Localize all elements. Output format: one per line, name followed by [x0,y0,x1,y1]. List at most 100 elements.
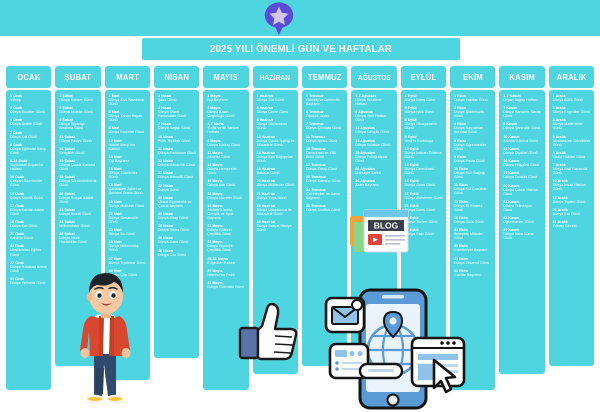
entry-name: Sarılma Günü [10,236,33,241]
entry-date: 1 Ekim [453,94,466,98]
month-header-temmuz[interactable]: TEMMUZ [301,66,348,88]
entry-date: 5 Ekim [453,138,466,143]
entry-name: Dünya Kalp Günü [404,232,434,237]
calendar-entry: 12 Mart İstiklal Marşı'nın Kabulü [109,139,147,151]
month-column-kasim[interactable]: 1-7 Kasım Organ Bağışı Haftası 7 Kasım Düny… [499,90,545,374]
entry-date: 10 Eylül [404,146,419,151]
entry-name: Dünya Braille Günü [10,122,43,127]
entry-date: 26 Ağustos [355,167,376,172]
entry-date: 24 Temmuz [305,187,326,192]
entry-name: Dünya Kültürel Çeşitlilik Günü [207,228,232,237]
entry-date: 1 Mayıs [207,94,221,98]
month-header-ocak[interactable]: OCAK [6,66,52,88]
calendar-entry: 14 Haziran Dünya Kan Bağışçıları Günü [257,151,295,163]
month-header-şubat[interactable]: ŞUBAT [55,66,101,88]
entry-name: Dünya Meteoroloji Günü [108,244,139,253]
calendar-entry: 29 Mayıs İstanbul'un Fethi [207,269,245,277]
entry-name: Dünya Hemşireler Günü [207,167,237,176]
month-header-label: TEMMUZ [307,72,342,82]
month-column-şubat[interactable]: 4 Şubat Dünya Kanser Günü 5 Şubat Dünya Nut… [55,90,101,366]
entry-name: Dünya Çöp Günü [108,272,138,277]
calendar-entry: 16 Ekim Dünya Gıda Günü [454,216,492,224]
smartphone-social-illustration [324,288,466,410]
calendar-entry: 5 Aralık Kadın Hakları Günü [553,151,591,159]
entry-date: 27 Mart [108,256,122,261]
entry-date: 16 Kasım [503,159,520,164]
entry-name: Dünya Hayvanları Koruma Günü [453,126,484,135]
entry-name: Dünya Anadil Günü [59,211,92,216]
entry-name: Dünya Basın Özgürlüğü Günü [207,110,235,119]
entry-date: 18 Şubat [59,175,75,180]
month-column-ni̇san[interactable]: 1 Nisan Şaka Günü 2 Nisan Dünya Otizm Farkı… [153,90,200,358]
calendar-entry: 25 Nisan Dünya Sıtma Günü [158,224,196,232]
calendar-entry: 21 Haziran Dünya Yoga Günü [257,192,295,200]
entry-date: 18 Mayıs [207,191,223,196]
calendar-entry: 1-7 Kasım Organ Bağışı Haftası [503,94,541,102]
calendar-entry: 14 Ocak Dünya Mantık Günü [10,192,48,200]
month-header-ağustos[interactable]: AĞUSTOS [351,66,397,88]
entry-name: Dünya Sigarayı Bırakma Günü [59,122,85,131]
month-header-kasim[interactable]: KASIM [499,66,545,88]
entry-name: Toplumsal Duyarlılık Haftası [10,163,44,172]
month-header-hazi̇ran[interactable]: HAZİRAN [252,66,298,88]
month-header-mayis[interactable]: MAYIS [203,66,249,88]
entry-date: 4 Aralık [552,118,566,123]
entry-name: Dünya Gıda Günü [453,219,484,224]
calendar-entry: 31 Ekim Dünya Tasarruf Günü [454,257,492,265]
entry-name: Dünya Yaban Hayatı Günü [108,114,143,123]
month-header-ni̇san[interactable]: NİSAN [153,66,200,88]
entry-name: Dünya Madenciler Günü [552,122,583,131]
calendar-entry: 11 Nisan Dünya Parkinson Günü [158,147,196,155]
calendar-entry: 18 Şubat Dünya Sürdürülebilirlik Günü [59,175,97,187]
entry-name: Dünya Satranç Günü [305,179,341,184]
entry-date: 18 Ocak [10,220,25,225]
entry-name: Dünya Şiddetsizlik Günü [453,110,485,119]
calendar-entry: 3 Ocak Dünya Mucitler Günü [10,106,48,114]
entry-date: 21 Ocak [10,232,25,237]
calendar-entry: 23 Nisan Dünya Kitap Günü [158,212,196,220]
entry-date: 20 Mart [108,199,122,204]
entry-date: 1 Temmuz [305,94,324,98]
calendar-entry: 29 Kasım Dünya Kara Cuma Günü [503,228,541,240]
entry-name: Dünya Yalnızlık Günü [10,280,46,285]
entry-date: 7 Ocak [10,130,23,135]
calendar-entry: 24 Ekim Birleşmiş Milletler Günü [454,228,492,240]
calendar-entry: 15 Haziran Babalar Günü [257,167,295,175]
calendar-entry: 20 Haziran Dünya Mülteciler Günü [257,179,295,187]
entry-date: 13 Ağustos [355,138,376,143]
entry-name: Dünya Tasarruf Günü [453,260,489,265]
entry-name: Mühendisler Günü [59,224,90,229]
entry-date: 3 Mart [108,110,120,115]
entry-name: Dünya Sıtma Günü [157,228,190,233]
entry-date: 13 Şubat [59,134,75,139]
entry-date: 1 Nisan [157,94,172,98]
entry-date: 28 Şubat [59,232,75,237]
calendar-entry: 28 Şubat Dünya Nadir Hastalıklar Günü [59,232,97,244]
calendar-entry: 4 Şubat Dünya Kanser Günü [59,94,97,102]
entry-date: 29 Nisan [157,236,174,241]
calendar-entry: 5 Haziran Dünya Çevre Günü [257,106,295,114]
calendar-entry: 1 Haziran Dünya Süt Günü [257,94,295,102]
month-column-aralik[interactable]: 1 Aralık Dünya AIDS Günü 3 Aralık Dünya Eng… [548,90,594,366]
month-header-aralik[interactable]: ARALIK [548,66,594,88]
entry-name: Dünya Fotoğrafçılık Günü [355,154,388,163]
month-header-mart[interactable]: MART [104,66,150,88]
entry-date: 9 Ekim [453,154,466,159]
calendar-entry: 9 Ağustos Dünya Yerli Halklar Günü [355,110,393,122]
entry-name: Cadılar Bayramı [453,272,481,277]
entry-name: Öğretmenler Günü [503,220,534,225]
entry-name: Dünya Mülteciler Günü [256,183,295,188]
month-column-ocak[interactable]: 1 Ocak Yılbaşı 3 Ocak Dünya Mucitler Günü 4 … [6,90,52,390]
entry-name: Dünya Hoşgörü Günü [503,163,539,168]
entry-name: Dünya Sosyal Medya Günü [256,224,292,233]
calendar-entry: 11 Temmuz Dünya Nüfus Günü [306,135,344,143]
entry-date: 21 Eylül [404,203,419,208]
calendar-entry: 30 Ağustos Zafer Bayramı [355,179,393,187]
calendar-entry: 18 Mayıs Dünya Müzeler Günü [207,192,245,200]
boy-character-illustration [80,273,131,404]
entry-name: Dünya Sivil Havacılık Günü [552,167,588,176]
month-header-eki̇m[interactable]: EKİM [449,66,496,88]
month-header-eylül[interactable]: EYLÜL [400,66,446,88]
entry-date: 22 Mart [108,228,122,233]
calendar-entry: 20 Temmuz Dünya Satranç Günü [306,175,344,183]
